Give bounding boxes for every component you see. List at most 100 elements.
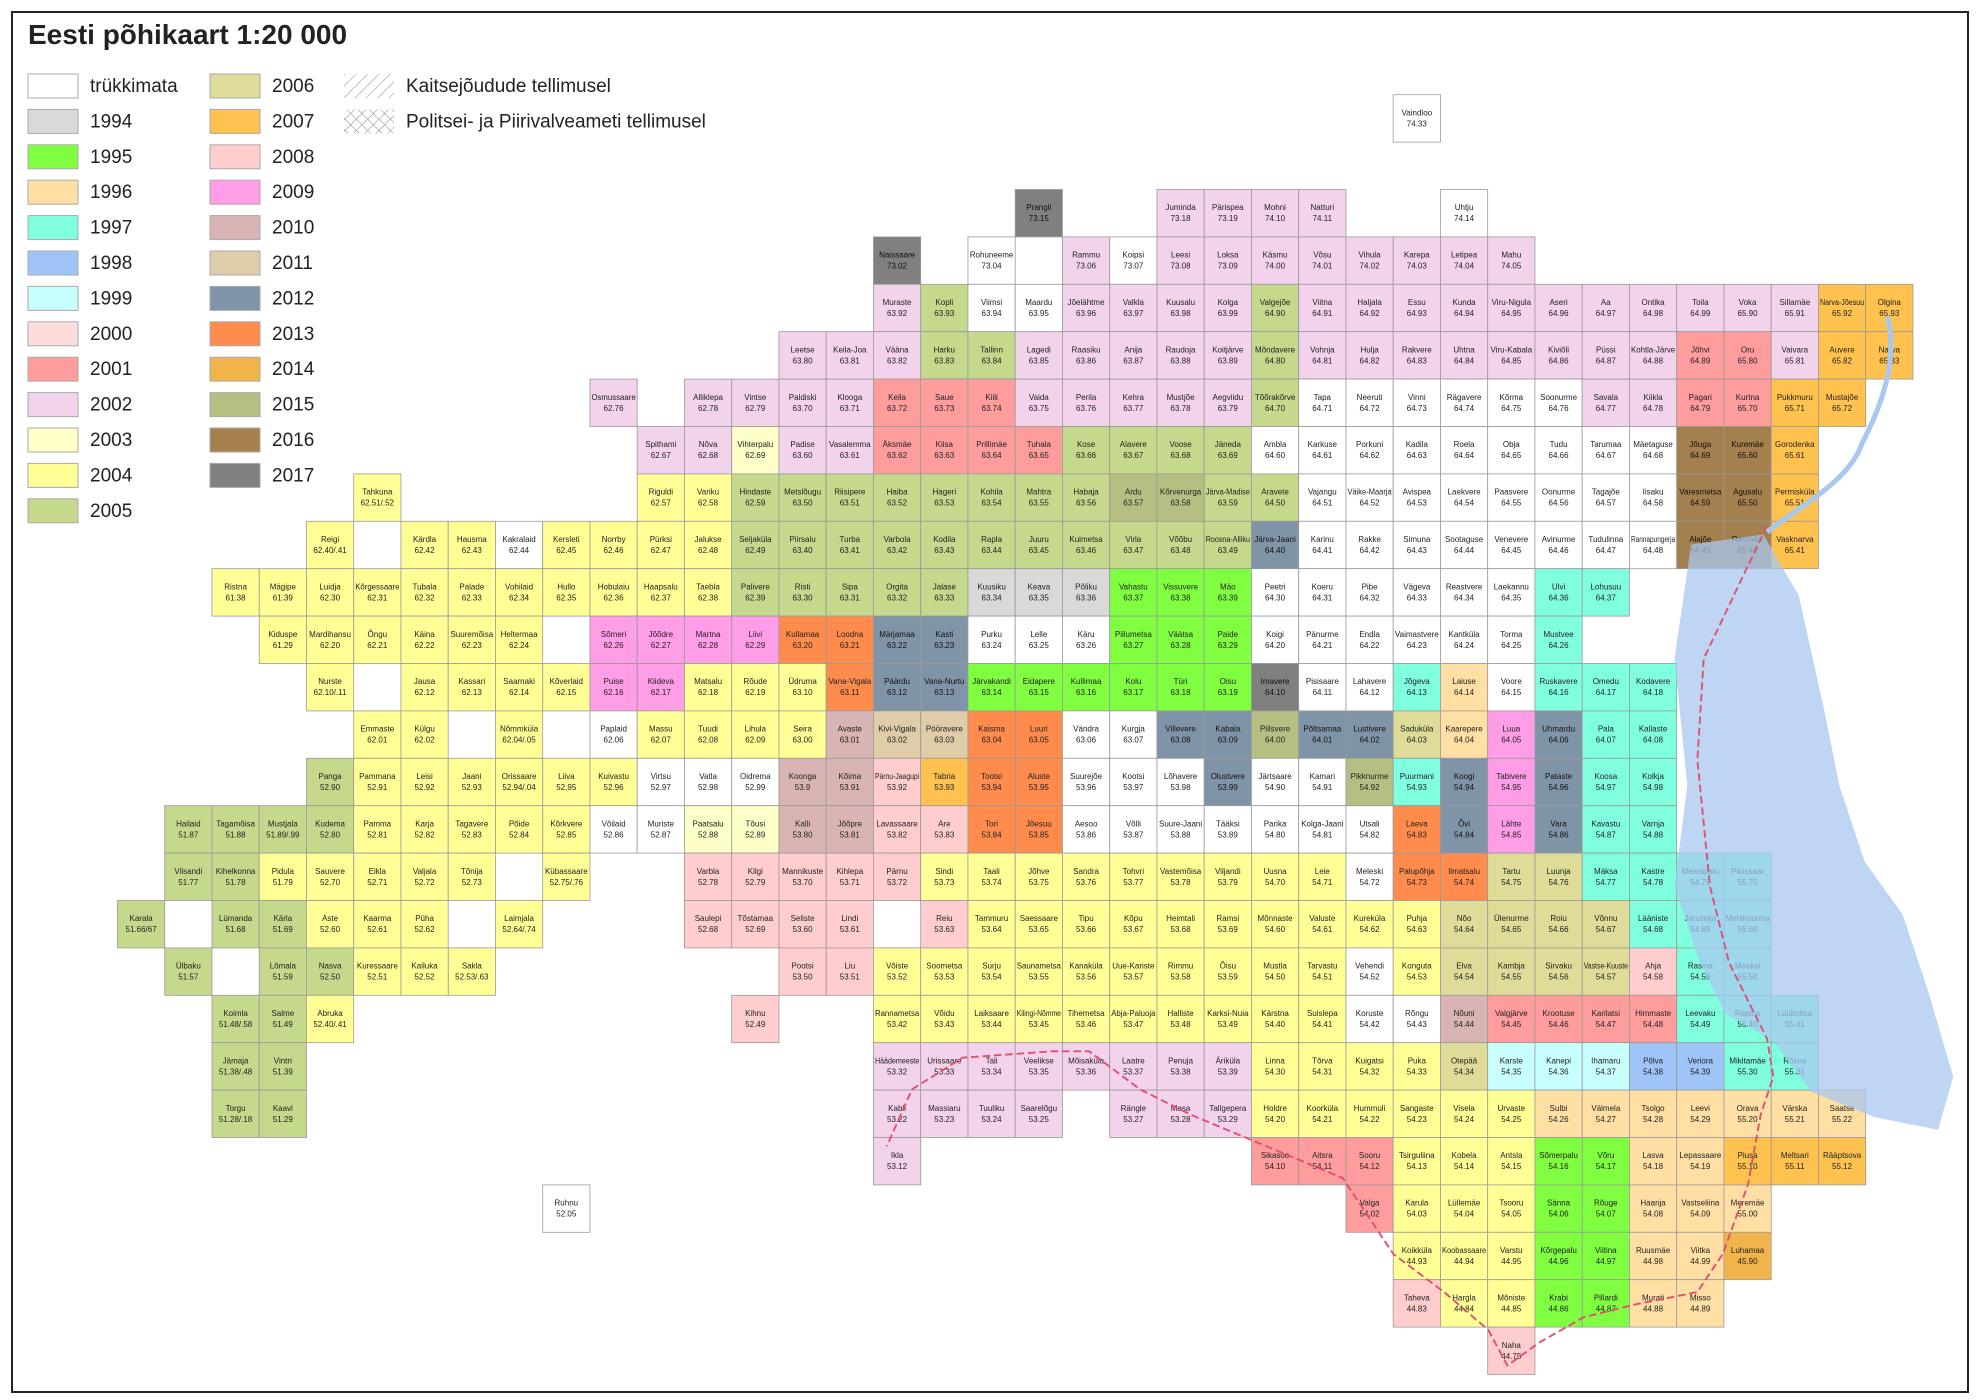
map-sheet <box>1723 900 1772 949</box>
sheet-number: 62.10/.11 <box>314 688 347 697</box>
sheet-name: Ruusmäe <box>1636 1246 1671 1255</box>
sheet-name: Vissuvere <box>1163 582 1199 591</box>
map-sheet <box>1014 663 1063 712</box>
sheet-number: 63.08 <box>1171 736 1192 745</box>
map-sheet <box>684 378 733 427</box>
map-sheet <box>1440 1279 1489 1328</box>
sheet-name: Tudu <box>1550 440 1568 449</box>
sheet-name: Mustvee <box>1543 630 1574 639</box>
map-sheet <box>1723 1231 1772 1281</box>
sheet-number: 53.66 <box>1076 925 1097 934</box>
map-sheet <box>1062 520 1111 570</box>
sheet-number: 65.60 <box>1738 451 1759 460</box>
sheet-name: Valkla <box>1123 298 1145 307</box>
map-sheet <box>1723 1137 1772 1186</box>
map-sheet <box>1440 236 1489 285</box>
sheet-number: 54.28 <box>1643 1115 1664 1124</box>
map-sheet <box>1298 1042 1347 1091</box>
map-sheet <box>1676 1231 1725 1281</box>
map-sheet <box>211 994 260 1044</box>
map-sheet <box>164 852 213 901</box>
map-sheet <box>778 947 827 996</box>
sheet-number: 64.15 <box>1501 688 1522 697</box>
legend-swatch <box>27 427 79 453</box>
sheet-name: Hobulaiu <box>598 582 630 591</box>
sheet-name: Jõhvi <box>1691 345 1710 354</box>
sheet-name: Nõuni <box>1454 1009 1475 1018</box>
legend-label: trükkimata <box>90 76 178 97</box>
sheet-number: 54.20 <box>1265 1115 1286 1124</box>
sheet-name: Ardu <box>1125 488 1142 497</box>
sheet-name: Aluste <box>1028 772 1051 781</box>
sheet-name: Juminda <box>1165 203 1196 212</box>
legend-swatch <box>209 144 261 170</box>
sheet-number: 44.94 <box>1454 1257 1475 1266</box>
map-sheet <box>825 426 874 475</box>
legend-swatch <box>27 73 79 99</box>
sheet-number: 63.46 <box>1076 546 1097 555</box>
map-sheet <box>1298 710 1347 759</box>
sheet-name: Kanaküla <box>1069 962 1103 971</box>
map-sheet <box>1581 852 1630 901</box>
map-sheet <box>1109 900 1158 949</box>
map-sheet <box>636 568 685 617</box>
sheet-number: 54.59 <box>1690 973 1711 982</box>
sheet-number: 64.72 <box>1360 404 1381 413</box>
sheet-number: 64.46 <box>1549 546 1570 555</box>
map-sheet <box>1298 994 1347 1044</box>
map-sheet <box>400 710 449 759</box>
sheet-name: Savala <box>1594 393 1619 402</box>
sheet-name: Seljaküla <box>739 535 772 544</box>
sheet-number: 54.78 <box>1643 878 1664 887</box>
map-sheet <box>967 805 1016 854</box>
sheet-number: 64.77 <box>1596 404 1617 413</box>
map-sheet <box>1014 947 1063 996</box>
map-sheet <box>1440 473 1489 522</box>
sheet-number: 64.68 <box>1643 451 1664 460</box>
sheet-number: 62.38 <box>698 593 719 602</box>
sheet-number: 52.84 <box>509 830 530 839</box>
sheet-name: Äksmäe <box>883 440 912 449</box>
sheet-name: Järtsaare <box>1258 772 1292 781</box>
map-sheet <box>684 520 733 570</box>
sheet-name: Vana-Nurtu <box>924 677 964 686</box>
sheet-name: Mikitamäe <box>1729 1056 1766 1065</box>
sheet-name: Palivere <box>741 582 770 591</box>
map-sheet <box>684 615 733 664</box>
sheet-name: Käru <box>1078 630 1095 639</box>
sheet-number: 62.20 <box>320 641 341 650</box>
map-sheet <box>1676 1137 1725 1186</box>
sheet-name: Mustjõe <box>1167 393 1196 402</box>
map-sheet <box>1392 94 1441 143</box>
sheet-number: 54.82 <box>1360 830 1381 839</box>
sheet-name: Tõstamaa <box>738 914 774 923</box>
sheet-number: 53.63 <box>934 925 955 934</box>
map-sheet <box>1203 615 1252 664</box>
sheet-number: 55.22 <box>1832 1115 1853 1124</box>
sheet-name: Pisisaare <box>1306 677 1339 686</box>
sheet-name: Vasalemma <box>829 440 871 449</box>
map-title: Eesti põhikaart 1:20 000 <box>28 19 347 50</box>
map-sheet <box>1298 1089 1347 1138</box>
sheet-number: 54.40 <box>1265 1020 1286 1029</box>
map-sheet <box>1251 994 1300 1044</box>
sheet-number: 64.56 <box>1549 499 1570 508</box>
sheet-number: 53.86 <box>1076 830 1097 839</box>
sheet-number: 54.84 <box>1454 830 1475 839</box>
sheet-name: Kõrgepalu <box>1540 1246 1576 1255</box>
map-sheet <box>1298 1137 1347 1186</box>
sheet-name: Variku <box>697 488 719 497</box>
sheet-name: Nõmmküla <box>500 725 539 734</box>
sheet-number: 64.83 <box>1407 356 1428 365</box>
sheet-number: 44.95 <box>1501 1257 1522 1266</box>
map-sheet <box>1487 1184 1536 1233</box>
sheet-number: 53.64 <box>982 925 1003 934</box>
map-sheet <box>400 615 449 664</box>
map-sheet <box>1109 947 1158 996</box>
map-sheet <box>1392 236 1441 285</box>
sheet-name: Taheva <box>1404 1293 1430 1302</box>
map-sheet <box>1440 1231 1489 1281</box>
sheet-name: Jõesuu <box>1026 819 1052 828</box>
map-sheet <box>1156 283 1205 333</box>
map-sheet <box>1109 378 1158 427</box>
